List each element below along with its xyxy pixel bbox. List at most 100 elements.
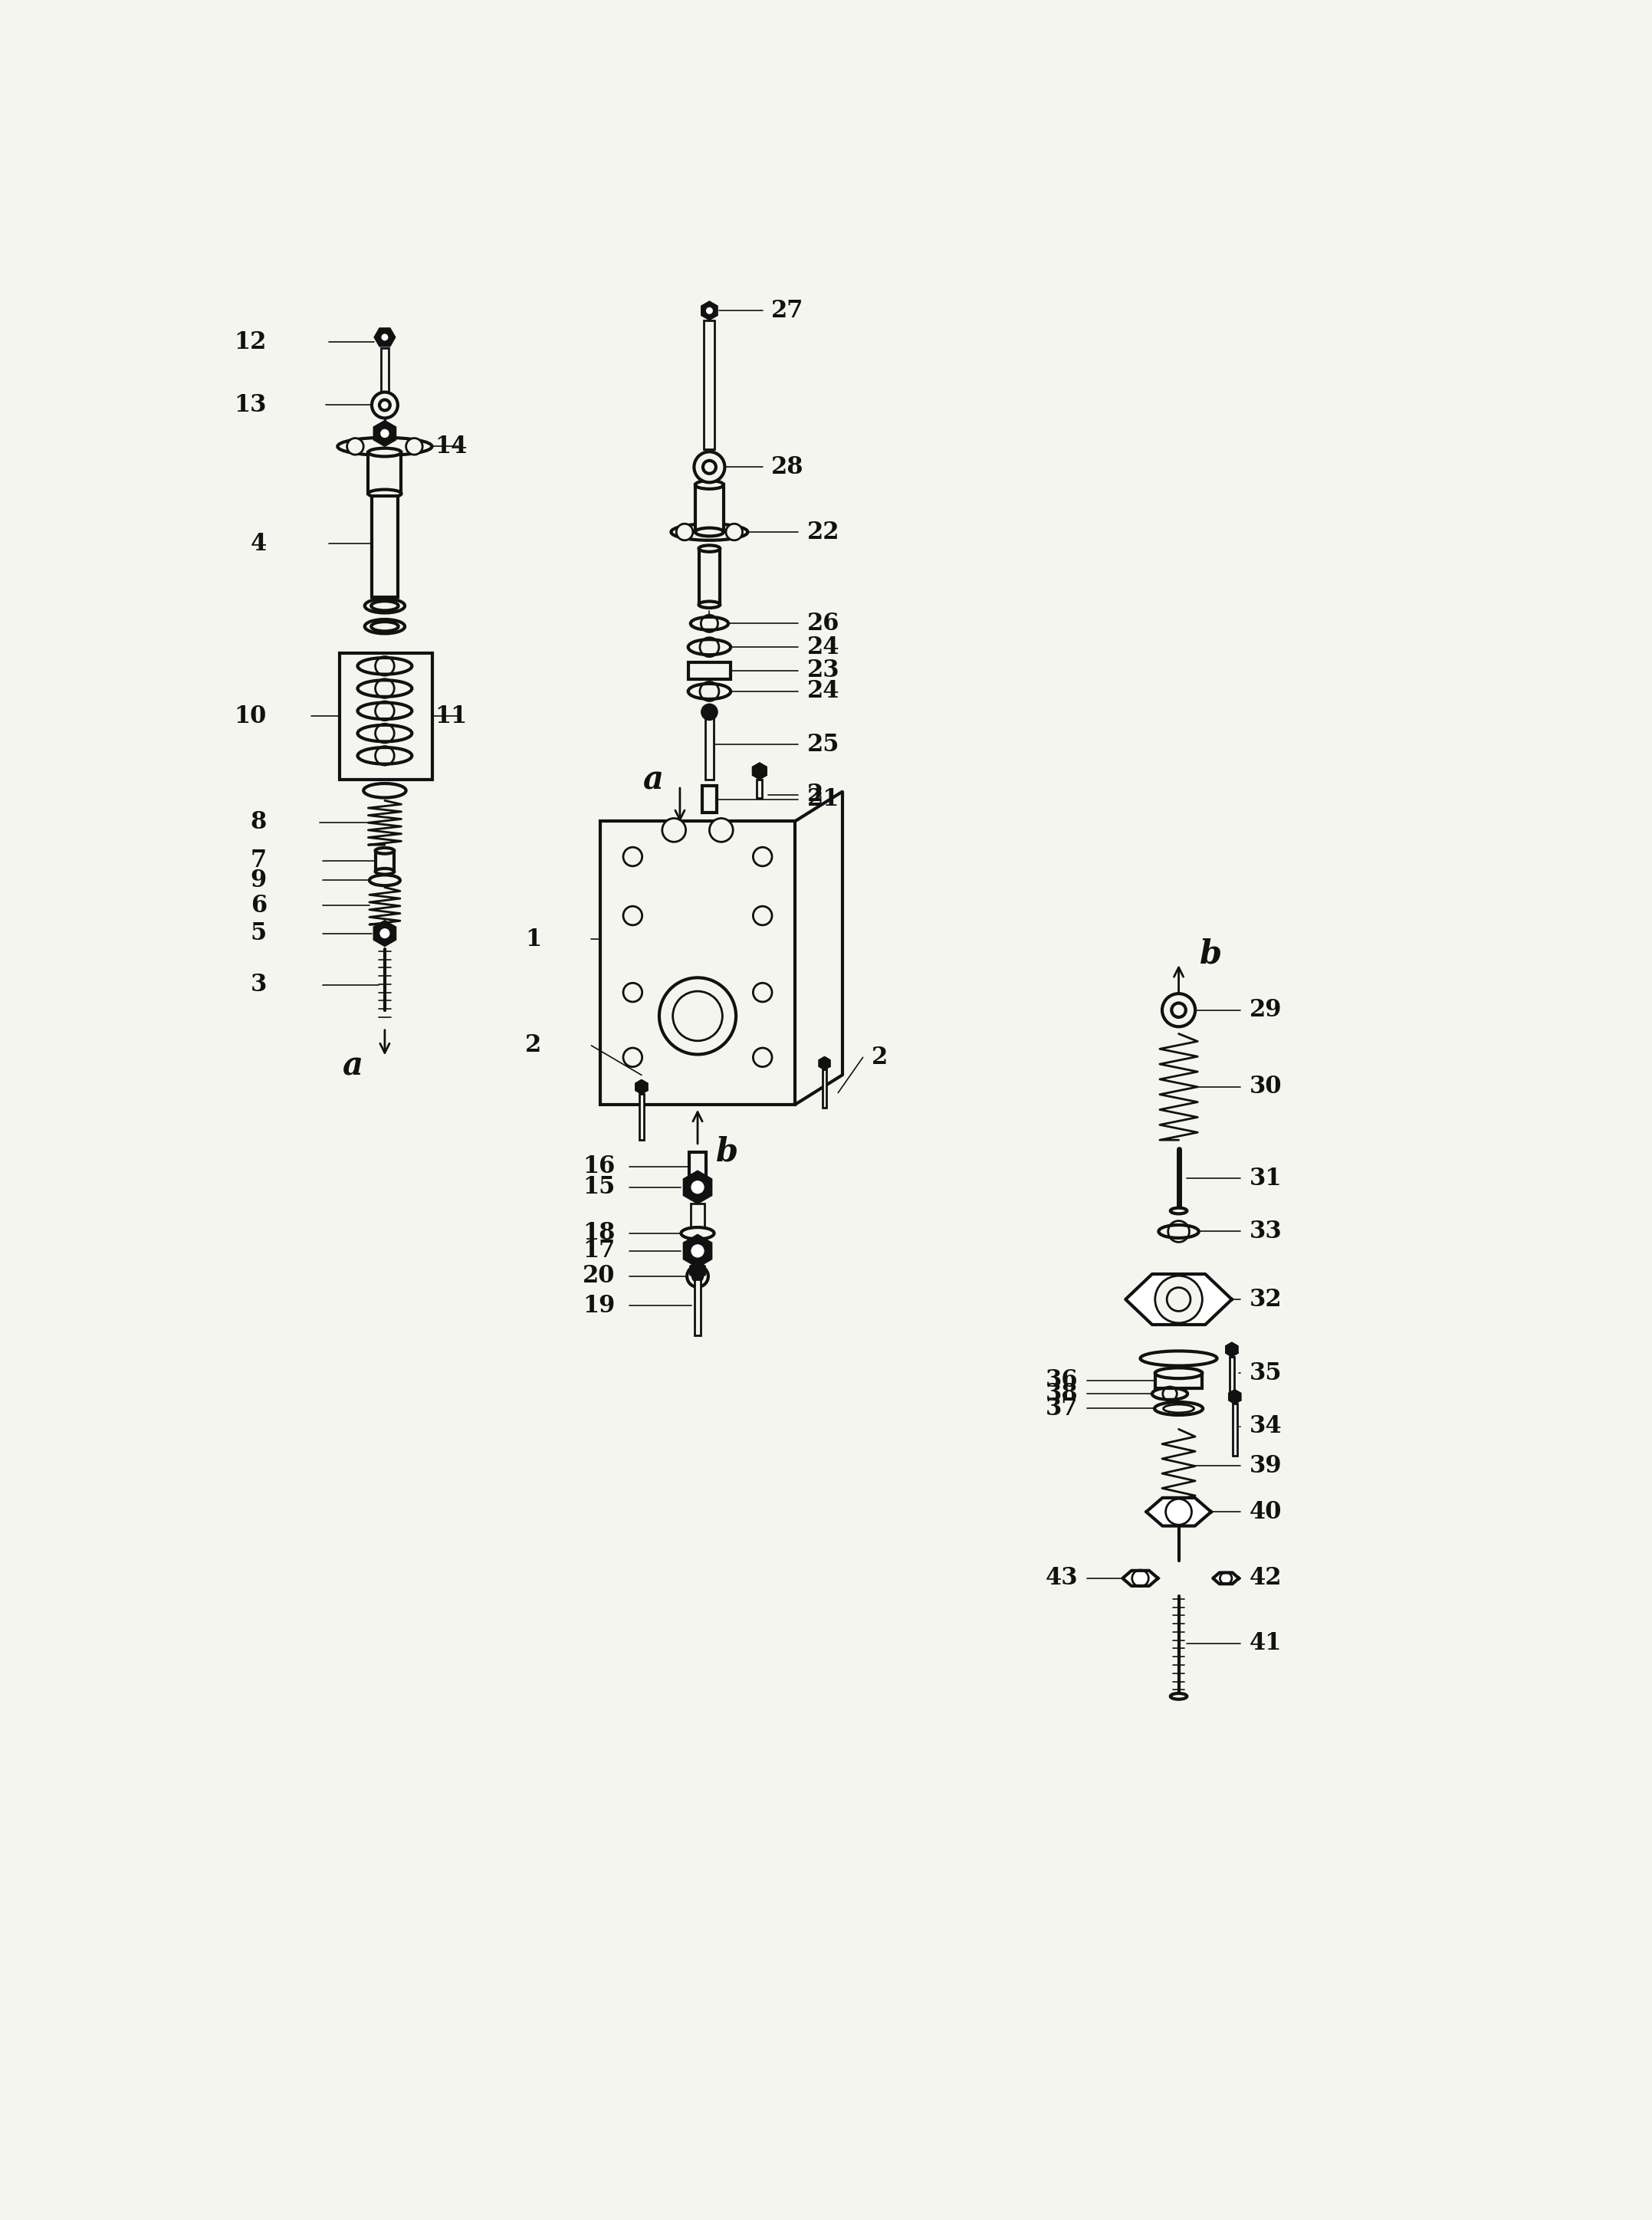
Bar xyxy=(699,548,720,604)
Polygon shape xyxy=(1123,1570,1158,1585)
Polygon shape xyxy=(684,1234,712,1268)
Circle shape xyxy=(705,306,714,315)
Bar xyxy=(600,821,795,1106)
Text: 16: 16 xyxy=(583,1154,615,1179)
Circle shape xyxy=(372,393,398,417)
Text: 29: 29 xyxy=(1249,999,1282,1021)
Bar xyxy=(1155,1374,1203,1388)
Polygon shape xyxy=(691,1261,705,1279)
Text: 2: 2 xyxy=(872,1046,889,1070)
Polygon shape xyxy=(1226,1343,1237,1356)
Text: 11: 11 xyxy=(434,704,468,728)
Text: 1: 1 xyxy=(525,928,542,950)
Text: 24: 24 xyxy=(806,635,839,659)
Text: 24: 24 xyxy=(806,679,839,704)
Bar xyxy=(1229,1356,1234,1396)
Polygon shape xyxy=(1229,1390,1241,1403)
Bar xyxy=(1232,1403,1237,1456)
Bar xyxy=(372,495,398,597)
Bar xyxy=(375,850,395,872)
Circle shape xyxy=(380,333,388,342)
Circle shape xyxy=(676,524,692,539)
Text: 8: 8 xyxy=(251,810,266,835)
Polygon shape xyxy=(1213,1572,1239,1583)
Bar xyxy=(689,662,730,679)
Polygon shape xyxy=(752,764,767,779)
Ellipse shape xyxy=(695,482,724,488)
Text: 37: 37 xyxy=(1046,1396,1079,1421)
Text: 33: 33 xyxy=(1249,1219,1282,1243)
Ellipse shape xyxy=(368,491,401,497)
Bar xyxy=(368,453,401,493)
Text: 31: 31 xyxy=(1249,1166,1282,1190)
Circle shape xyxy=(709,819,733,841)
Text: 7: 7 xyxy=(251,848,266,872)
Text: 10: 10 xyxy=(235,704,266,728)
Text: 43: 43 xyxy=(1046,1567,1079,1590)
Text: 4: 4 xyxy=(251,533,266,555)
Polygon shape xyxy=(373,329,395,346)
Bar xyxy=(705,715,714,779)
Text: 18: 18 xyxy=(583,1221,615,1245)
Text: b: b xyxy=(1199,939,1222,970)
Circle shape xyxy=(659,977,737,1054)
Ellipse shape xyxy=(699,602,720,608)
Text: 36: 36 xyxy=(1046,1368,1079,1392)
Circle shape xyxy=(694,451,725,482)
Text: 12: 12 xyxy=(235,331,266,353)
Circle shape xyxy=(672,992,722,1041)
Bar xyxy=(689,1152,705,1181)
Text: 9: 9 xyxy=(251,868,266,892)
Ellipse shape xyxy=(368,448,401,457)
Text: 42: 42 xyxy=(1249,1567,1282,1590)
Circle shape xyxy=(347,437,363,455)
Text: 25: 25 xyxy=(806,733,839,757)
Text: 27: 27 xyxy=(771,300,805,322)
Text: 19: 19 xyxy=(583,1294,615,1319)
Bar xyxy=(695,484,724,533)
Text: b: b xyxy=(715,1137,738,1168)
Text: 15: 15 xyxy=(583,1174,615,1199)
Polygon shape xyxy=(819,1057,831,1070)
Circle shape xyxy=(725,524,742,539)
Circle shape xyxy=(380,428,390,440)
Bar xyxy=(691,1203,705,1228)
Bar xyxy=(823,1070,826,1108)
Bar xyxy=(380,349,388,395)
Text: 14: 14 xyxy=(434,435,468,457)
Bar xyxy=(639,1094,644,1141)
Circle shape xyxy=(702,706,717,719)
Text: 6: 6 xyxy=(251,895,266,917)
Text: 17: 17 xyxy=(583,1239,615,1263)
Text: 32: 32 xyxy=(1249,1288,1282,1312)
Ellipse shape xyxy=(375,868,395,875)
Circle shape xyxy=(687,1265,709,1288)
Text: 34: 34 xyxy=(1249,1414,1282,1439)
Circle shape xyxy=(1155,1276,1203,1323)
Text: 41: 41 xyxy=(1249,1632,1282,1656)
Ellipse shape xyxy=(671,524,748,539)
Text: 38: 38 xyxy=(1046,1381,1079,1405)
Text: 5: 5 xyxy=(251,921,266,946)
Ellipse shape xyxy=(1155,1368,1203,1379)
Bar xyxy=(339,653,433,779)
Text: a: a xyxy=(643,764,664,797)
Bar xyxy=(757,779,762,797)
Polygon shape xyxy=(1125,1274,1232,1325)
Text: 28: 28 xyxy=(771,455,805,480)
Text: 40: 40 xyxy=(1249,1501,1282,1523)
Ellipse shape xyxy=(375,848,395,855)
Text: a: a xyxy=(342,1050,363,1083)
Bar xyxy=(694,1279,700,1336)
Text: 39: 39 xyxy=(1249,1454,1282,1479)
Text: 23: 23 xyxy=(806,659,839,682)
Ellipse shape xyxy=(1163,1405,1194,1412)
Bar xyxy=(704,320,715,448)
Text: 3: 3 xyxy=(251,972,266,997)
Circle shape xyxy=(691,1179,705,1194)
Ellipse shape xyxy=(337,437,431,455)
Circle shape xyxy=(378,928,390,939)
Circle shape xyxy=(691,1243,705,1259)
Ellipse shape xyxy=(699,546,720,553)
Circle shape xyxy=(1161,995,1194,1026)
